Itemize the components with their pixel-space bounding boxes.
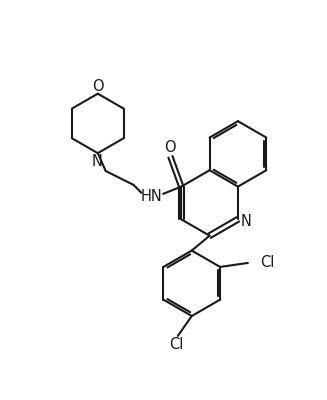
Text: O: O bbox=[92, 79, 104, 94]
Text: O: O bbox=[164, 140, 176, 155]
Text: N: N bbox=[91, 154, 102, 168]
Text: Cl: Cl bbox=[260, 256, 274, 270]
Text: Cl: Cl bbox=[169, 337, 183, 352]
Text: HN: HN bbox=[141, 189, 162, 204]
Text: N: N bbox=[240, 214, 251, 229]
